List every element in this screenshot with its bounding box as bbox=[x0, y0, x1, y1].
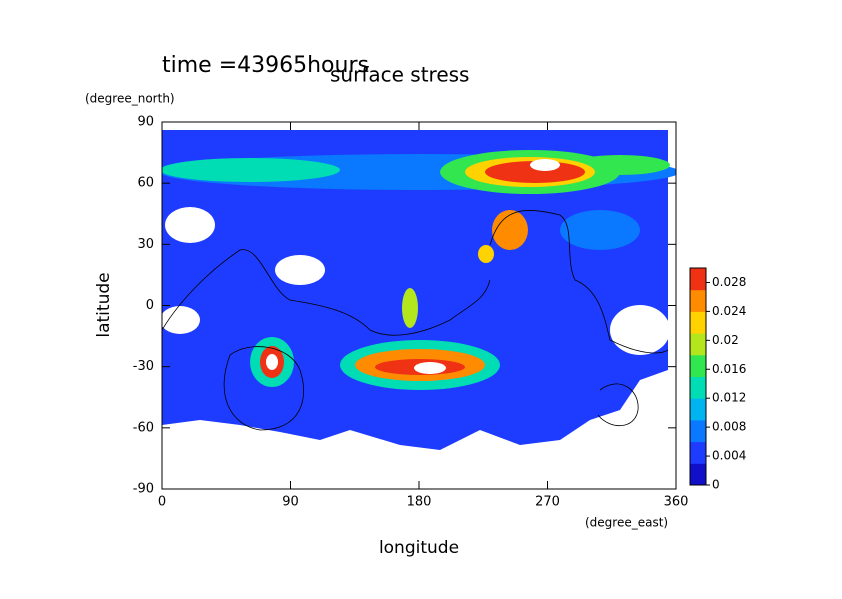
y-axis-label: latitude bbox=[94, 272, 114, 337]
field-region bbox=[275, 255, 325, 285]
colorbar-band bbox=[690, 333, 706, 356]
field-region bbox=[402, 288, 418, 328]
x-tick-label: 270 bbox=[535, 495, 560, 510]
colorbar-tick-label: 0.02 bbox=[712, 333, 739, 347]
field-region bbox=[162, 158, 340, 182]
y-unit: (degree_north) bbox=[85, 92, 175, 106]
colorbar-tick-label: 0.028 bbox=[712, 275, 746, 289]
colorbar-band bbox=[690, 376, 706, 399]
y-tick-label: 0 bbox=[146, 298, 154, 313]
colorbar-band bbox=[690, 354, 706, 377]
y-tick-label: -60 bbox=[133, 420, 154, 435]
colorbar-band bbox=[690, 398, 706, 421]
colorbar-tick-label: 0.004 bbox=[712, 449, 746, 463]
colorbar-tick-label: 0.012 bbox=[712, 391, 746, 405]
colorbar-tick-label: 0.008 bbox=[712, 420, 746, 434]
field-region bbox=[266, 354, 278, 370]
field-region bbox=[165, 207, 215, 243]
colorbar-band bbox=[690, 311, 706, 334]
colorbar-frame bbox=[689, 267, 707, 486]
contour-field bbox=[162, 130, 676, 450]
field-region bbox=[162, 306, 200, 334]
y-tick-label: 30 bbox=[137, 237, 154, 252]
y-tick-label: -90 bbox=[133, 482, 154, 497]
x-tick-label: 360 bbox=[664, 495, 689, 510]
colorbar-tick-label: 0.016 bbox=[712, 362, 746, 376]
colorbar-band bbox=[690, 419, 706, 443]
colorbar-band bbox=[690, 268, 706, 291]
field-region bbox=[485, 161, 585, 183]
field-region bbox=[560, 210, 640, 250]
field-region bbox=[492, 210, 528, 250]
x-tick-label: 180 bbox=[407, 495, 432, 510]
colorbar-tick-label: 0.024 bbox=[712, 304, 746, 318]
field-region bbox=[530, 159, 560, 171]
x-axis-label: longitude bbox=[379, 538, 459, 558]
coastline bbox=[162, 210, 669, 431]
colorbar-band bbox=[690, 463, 706, 486]
colorbar-tick-label: 0 bbox=[712, 478, 720, 492]
y-tick-label: 60 bbox=[137, 176, 154, 191]
y-tick-label: 90 bbox=[137, 115, 154, 130]
x-tick-label: 90 bbox=[282, 495, 299, 510]
field-region bbox=[610, 305, 670, 355]
colorbar-band bbox=[690, 441, 706, 464]
x-tick-label: 0 bbox=[158, 495, 166, 510]
y-tick-label: -30 bbox=[133, 359, 154, 374]
colorbar-band bbox=[690, 289, 706, 312]
field-region bbox=[414, 362, 446, 374]
field-region bbox=[478, 245, 494, 263]
chart-title: surface stress bbox=[330, 63, 469, 87]
x-unit: (degree_east) bbox=[585, 516, 668, 530]
subtitle: time =43965hours bbox=[162, 53, 369, 78]
